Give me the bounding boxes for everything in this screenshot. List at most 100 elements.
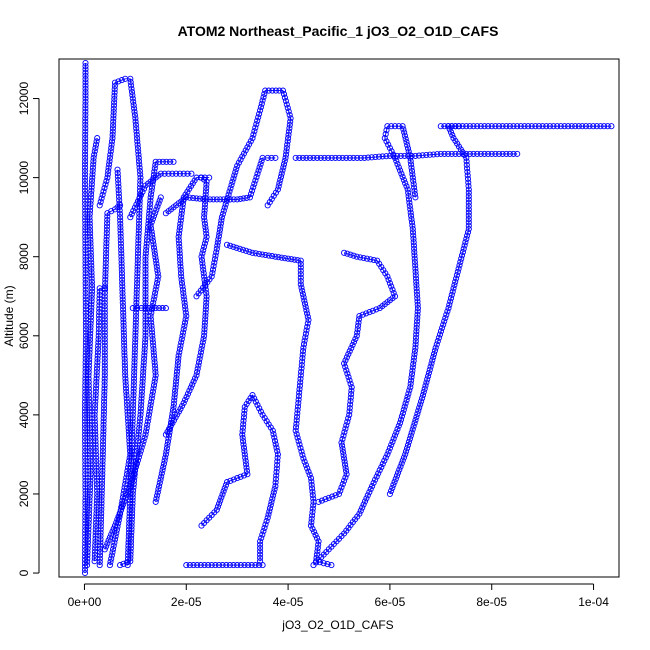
data-point: [100, 188, 107, 195]
data-point: [257, 541, 264, 548]
data-point: [299, 287, 306, 294]
data-point: [148, 395, 155, 402]
data-point: [448, 123, 455, 130]
data-point: [104, 220, 111, 227]
data-point: [147, 312, 154, 320]
data-point: [465, 202, 472, 210]
data-point: [264, 154, 271, 161]
data-point: [395, 469, 402, 476]
data-point: [410, 177, 417, 184]
data-point: [129, 510, 136, 517]
data-point: [114, 516, 121, 523]
data-point: [231, 172, 238, 179]
data-point: [146, 204, 153, 211]
data-point: [213, 249, 220, 256]
data-point: [495, 123, 503, 130]
data-point: [335, 490, 343, 498]
data-point: [412, 268, 419, 275]
data-point: [100, 431, 107, 438]
data-point: [272, 441, 279, 448]
data-point: [129, 428, 136, 435]
data-point: [309, 525, 316, 532]
data-point: [455, 150, 463, 157]
data-point: [402, 400, 409, 407]
data-point: [120, 329, 127, 336]
data-point: [127, 554, 134, 562]
data-point: [87, 314, 94, 321]
data-point: [135, 148, 142, 155]
data-point: [404, 186, 411, 193]
data-point: [101, 385, 108, 392]
data-point: [99, 191, 106, 198]
data-point: [568, 123, 575, 130]
data-point: [403, 138, 410, 146]
data-point: [401, 403, 408, 410]
data-point: [343, 367, 350, 374]
data-point: [88, 282, 96, 289]
data-point: [120, 316, 127, 323]
data-point: [313, 551, 320, 558]
data-point: [360, 254, 367, 262]
data-point: [297, 281, 304, 288]
data-point: [477, 123, 484, 130]
data-point: [135, 243, 142, 250]
data-point: [147, 401, 154, 409]
data-point: [173, 378, 180, 385]
data-point: [450, 285, 457, 292]
data-point: [100, 421, 107, 428]
data-point: [421, 385, 428, 392]
data-point: [132, 118, 139, 125]
data-point: [132, 326, 139, 333]
data-point: [411, 255, 418, 262]
data-point: [94, 362, 101, 369]
data-point: [225, 191, 232, 198]
data-point: [280, 164, 287, 171]
data-point: [87, 230, 94, 237]
data-point: [136, 217, 143, 224]
data-point: [86, 346, 93, 353]
data-point: [247, 190, 255, 198]
data-point: [221, 485, 228, 492]
data-point: [174, 362, 181, 369]
data-point: [132, 322, 139, 329]
data-point: [104, 171, 111, 178]
data-point: [341, 429, 348, 436]
data-point: [101, 355, 108, 362]
data-point: [92, 141, 100, 148]
data-point: [102, 273, 109, 280]
data-point: [177, 405, 184, 412]
data-point: [378, 263, 385, 271]
data-point: [85, 388, 92, 395]
data-point: [234, 196, 241, 203]
data-point: [151, 293, 158, 300]
data-point: [132, 319, 139, 326]
data-point: [294, 410, 301, 417]
data-point: [152, 158, 159, 165]
data-point: [92, 428, 99, 435]
data-point: [121, 339, 128, 346]
data-point: [175, 352, 182, 359]
data-point: [465, 182, 472, 190]
data-point: [608, 123, 615, 130]
data-point: [239, 431, 246, 438]
data-point: [391, 478, 398, 485]
data-point: [171, 394, 178, 401]
data-point: [92, 451, 99, 458]
data-point: [181, 303, 189, 310]
data-point: [103, 240, 110, 247]
data-point: [130, 385, 137, 392]
data-point: [145, 411, 152, 418]
data-point: [142, 263, 149, 270]
data-point: [458, 255, 465, 262]
data-point: [317, 154, 324, 161]
data-point: [276, 87, 283, 94]
data-point: [341, 477, 348, 484]
data-point: [93, 510, 100, 517]
data-point: [202, 303, 210, 310]
data-point: [510, 150, 517, 157]
data-point: [410, 239, 417, 246]
data-point: [123, 392, 130, 399]
data-point: [464, 172, 471, 179]
data-point: [106, 562, 113, 569]
data-point: [82, 428, 89, 435]
